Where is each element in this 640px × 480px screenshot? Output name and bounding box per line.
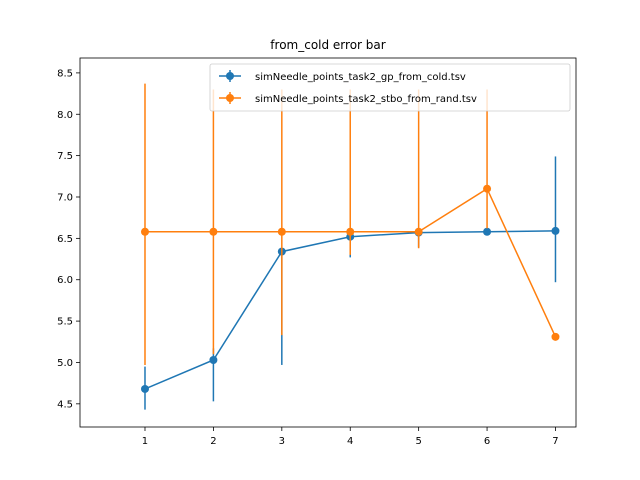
y-tick-label: 5.0 [57, 358, 73, 369]
data-point [414, 227, 423, 236]
data-point [140, 227, 149, 236]
x-tick-label: 6 [484, 436, 490, 447]
legend-marker-gp [226, 72, 234, 80]
data-point [209, 355, 218, 364]
y-tick-label: 8.0 [57, 110, 73, 121]
legend-marker-stbo [226, 94, 234, 102]
y-tick-label: 8.5 [57, 68, 73, 79]
data-point [346, 227, 355, 236]
legend-label-stbo: simNeedle_points_task2_stbo_from_rand.ts… [255, 94, 477, 105]
x-tick-label: 5 [415, 436, 421, 447]
data-point [209, 227, 218, 236]
y-tick-label: 6.0 [57, 275, 73, 286]
legend-entry-gp-from-cold: simNeedle_points_task2_gp_from_cold.tsv [219, 70, 466, 83]
plot-frame [79, 57, 577, 428]
x-tick-label: 7 [552, 436, 558, 447]
x-axis: 1 2 3 4 5 6 7 [142, 427, 559, 447]
x-tick-label: 4 [347, 436, 353, 447]
legend: simNeedle_points_task2_gp_from_cold.tsv … [209, 63, 571, 112]
data-point [483, 184, 492, 193]
data-point [277, 227, 286, 236]
y-tick-label: 6.5 [57, 234, 73, 245]
plot-area [140, 83, 560, 410]
data-point [551, 332, 560, 341]
y-tick-label: 4.5 [57, 399, 73, 410]
x-tick-label: 3 [279, 436, 285, 447]
series-1 [140, 83, 560, 365]
y-tick-label: 5.5 [57, 317, 73, 328]
data-point [483, 227, 492, 236]
x-tick-label: 2 [210, 436, 216, 447]
y-axis: 4.5 5.0 5.5 6.0 6.5 7.0 7.5 8.0 8.5 [57, 68, 80, 410]
data-point [140, 384, 149, 393]
chart-title: from_cold error bar [270, 38, 385, 52]
legend-entry-stbo-from-rand: simNeedle_points_task2_stbo_from_rand.ts… [219, 92, 477, 105]
data-point [551, 226, 560, 235]
legend-box [209, 63, 571, 112]
x-tick-label: 1 [142, 436, 148, 447]
legend-label-gp: simNeedle_points_task2_gp_from_cold.tsv [255, 72, 466, 83]
y-tick-label: 7.0 [57, 192, 73, 203]
y-tick-label: 7.5 [57, 151, 73, 162]
